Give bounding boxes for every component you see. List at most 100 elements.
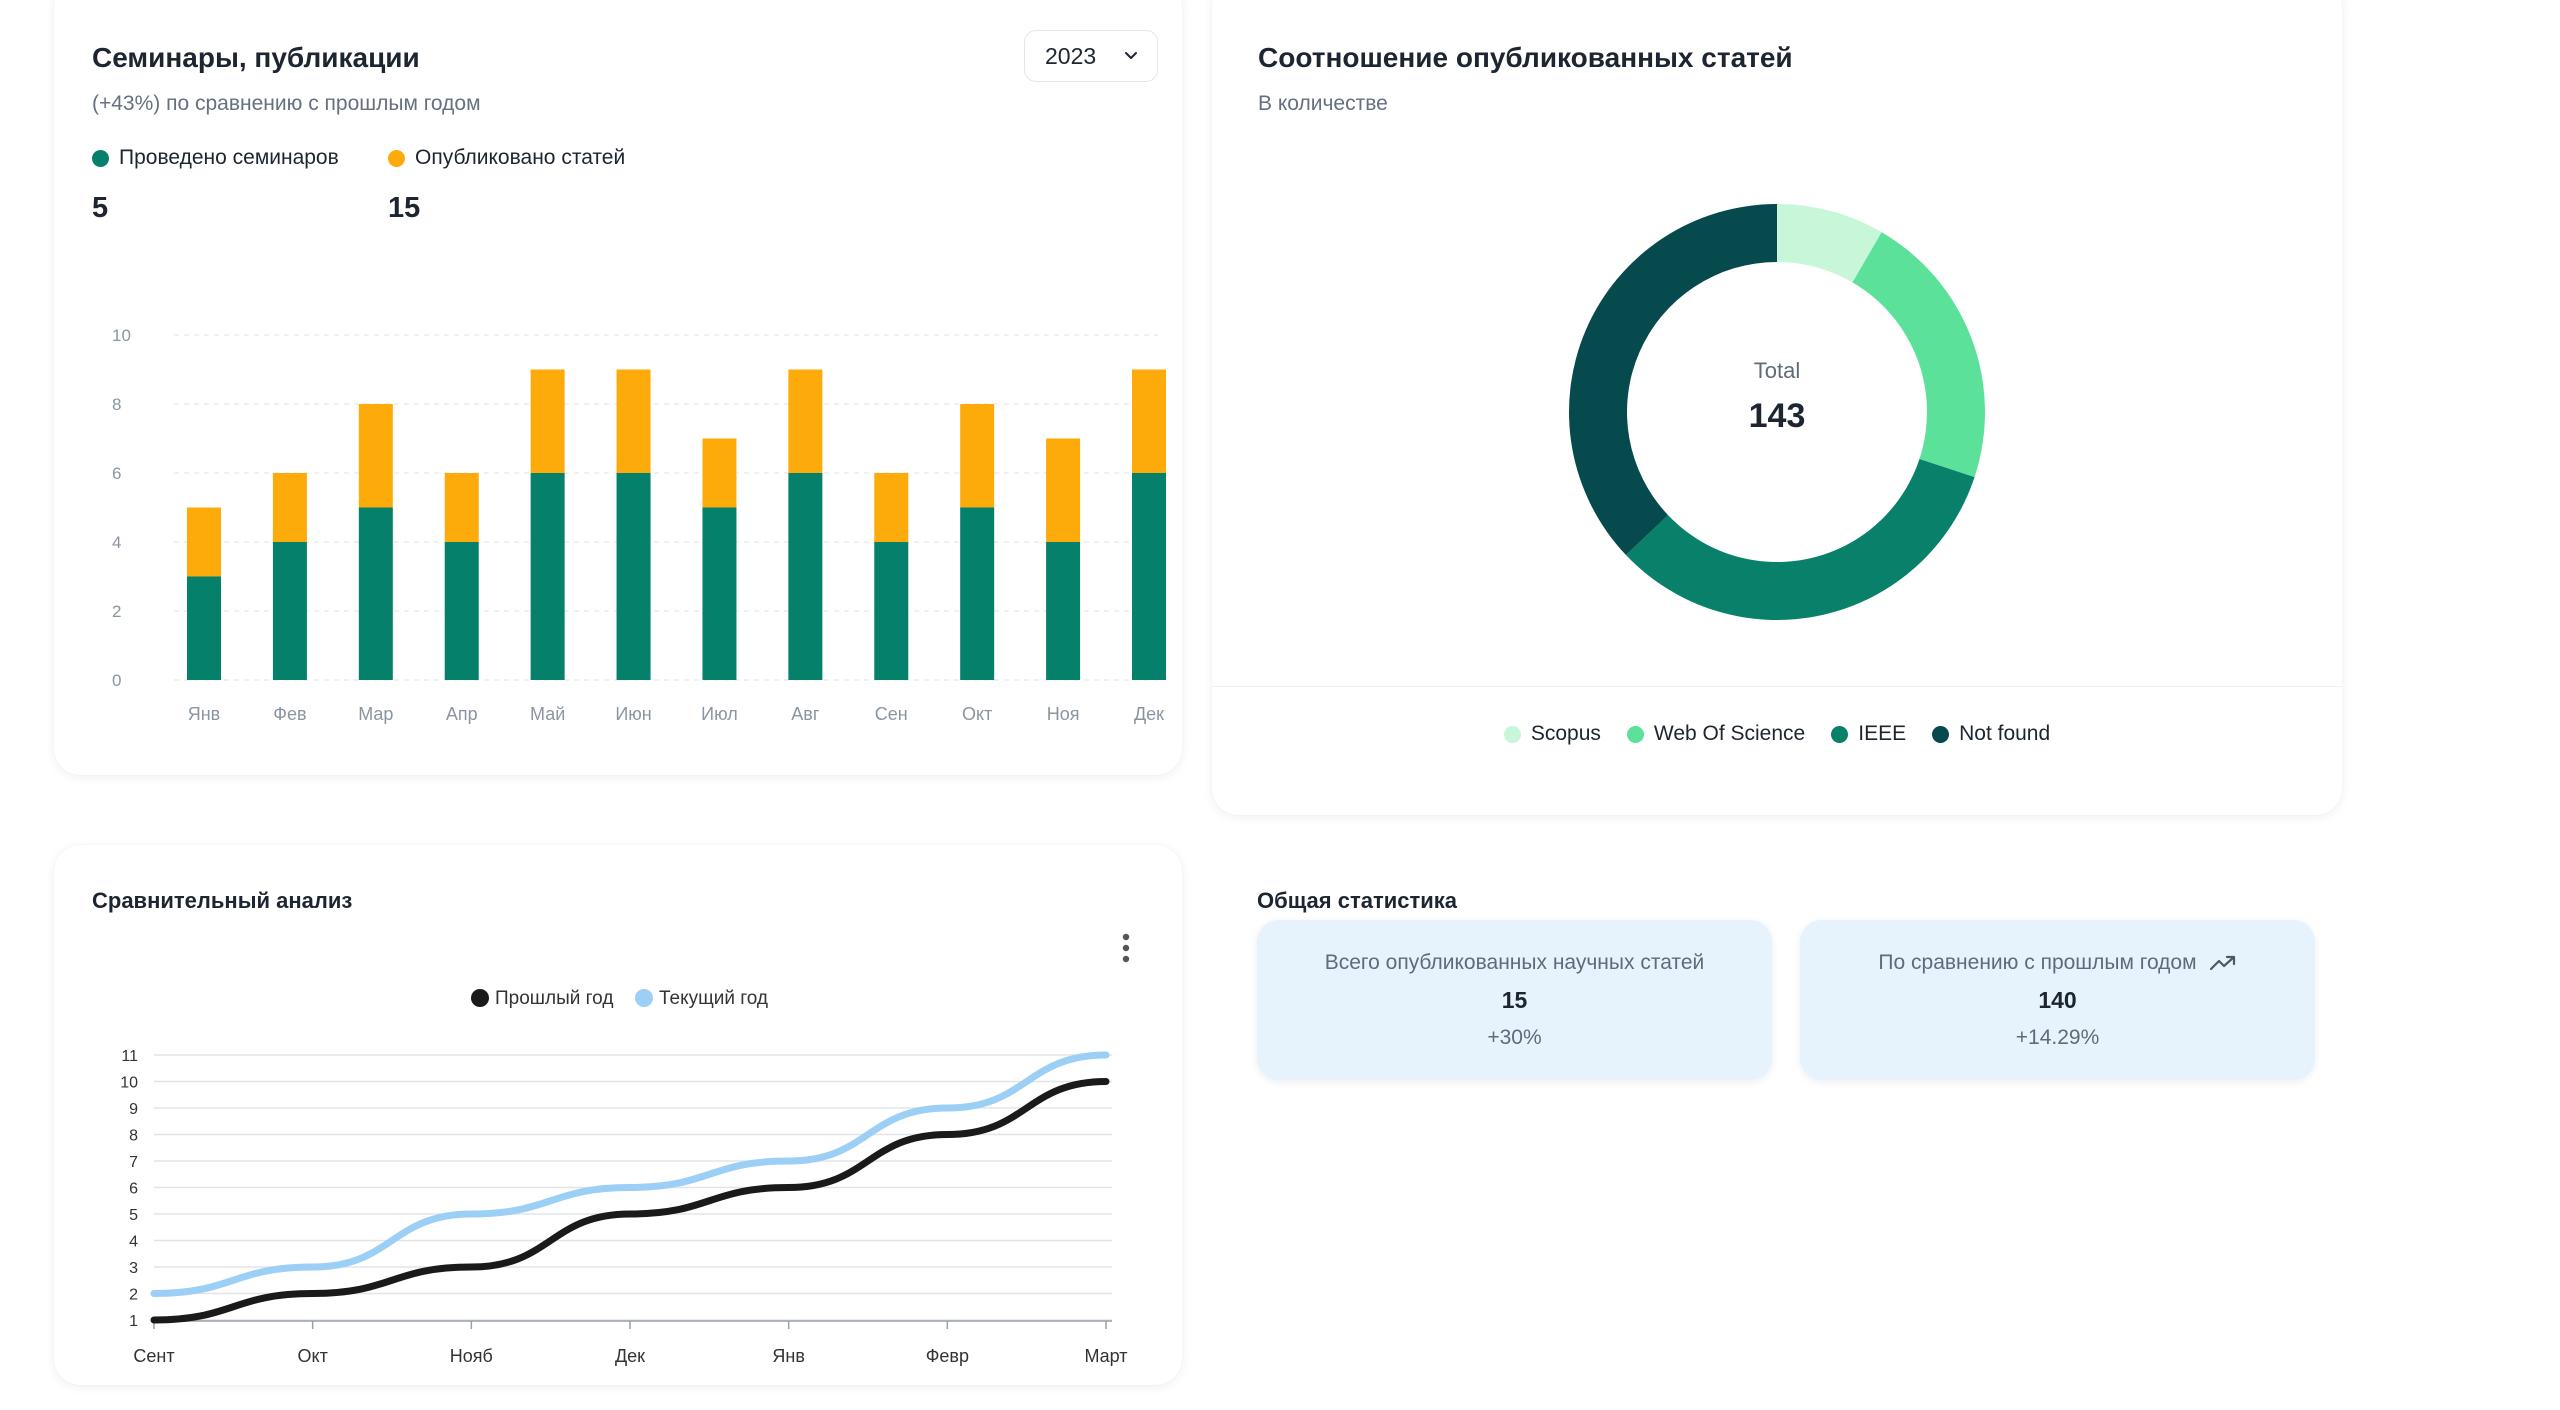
bar-card-subtitle: (+43%) по сравнению с прошлым годом	[92, 92, 481, 115]
line-legend: Прошлый год Текущий год	[471, 988, 768, 1009]
bar-xtick-label: Ноя	[1047, 704, 1080, 724]
donut-card-subtitle: В количестве	[1258, 92, 1388, 115]
line-card-title: Сравнительный анализ	[92, 888, 353, 913]
donut-legend-item: Scopus	[1503, 722, 1601, 746]
bar-xtick-label: Окт	[962, 704, 992, 724]
donut-legend-item: Web Of Science	[1626, 722, 1806, 746]
stat-compare-label-text: По сравнению с прошлым годом	[1878, 950, 2197, 974]
bar-articles	[358, 404, 393, 508]
bar-seminars	[187, 576, 221, 680]
bar-xtick-label: Июн	[615, 704, 651, 724]
legend-dot-current-year	[635, 989, 653, 1007]
trending-up-icon	[2209, 955, 2235, 970]
seminars-count: 5	[92, 192, 109, 224]
legend-articles-label: Опубликовано статей	[415, 146, 626, 169]
donut-legend: Scopus Web Of Science IEEE Not found	[1212, 722, 2342, 746]
bar-xtick-label: Июл	[701, 704, 738, 724]
donut-center-label: Total	[1754, 358, 1800, 383]
donut-legend-dot	[1503, 725, 1521, 743]
slice-web-of-science	[1852, 232, 1985, 478]
bar-articles	[1132, 369, 1166, 473]
bar-articles	[530, 369, 565, 473]
stat-total-delta: +30%	[1487, 1025, 1542, 1049]
donut-legend-label: Scopus	[1530, 722, 1601, 745]
legend-articles: Опубликовано статей	[388, 146, 625, 170]
kebab-menu-icon[interactable]	[1114, 930, 1138, 966]
line-ytick-label: 10	[120, 1075, 138, 1092]
chevron-down-icon	[1125, 52, 1137, 59]
line-xtick-label: Февр	[926, 1346, 969, 1366]
bar-ytick-label: 2	[112, 602, 121, 621]
bar-xtick-label: Дек	[1134, 704, 1164, 724]
line-chart: 1 2 3 4 5 6 7 8 9 10 11 Сент Окт Нояб Дек Янв Февр Март Пр…	[120, 988, 1127, 1366]
donut-legend-item: IEEE	[1831, 722, 1906, 746]
line-last-year	[150, 1078, 1110, 1324]
donut-legend-label: Web Of Science	[1653, 722, 1806, 745]
bar-ytick-label: 8	[112, 395, 121, 414]
year-select[interactable]: 2023	[1024, 30, 1158, 82]
legend-dot-last-year	[471, 989, 489, 1007]
bar-articles	[272, 473, 307, 542]
bar-xtick-label: Авг	[791, 704, 820, 724]
legend-current-year-label: Текущий год	[659, 988, 768, 1009]
bar-articles	[874, 473, 909, 542]
bar-xtick-label: Мар	[358, 704, 393, 724]
legend-last-year-label: Прошлый год	[495, 988, 613, 1009]
bar-seminars	[444, 542, 479, 680]
legend-seminars-label: Проведено семинаров	[119, 146, 339, 169]
stats-title: Общая статистика	[1257, 888, 1458, 913]
bar-xtick-label: Май	[530, 704, 565, 724]
donut-card-title: Соотношение опубликованных статей	[1258, 42, 1793, 73]
line-ytick-label: 11	[121, 1048, 138, 1065]
line-ytick-label: 4	[129, 1234, 138, 1251]
bar-articles	[1046, 438, 1081, 542]
bar-ytick-label: 4	[112, 533, 121, 552]
bar-articles	[788, 369, 823, 473]
line-xtick-label: Дек	[615, 1346, 645, 1366]
donut-legend-label: Not found	[1959, 722, 2051, 745]
donut-legend-dot	[1831, 725, 1849, 743]
legend-dot-articles	[388, 149, 405, 167]
stat-compare-delta: +14.29%	[2015, 1025, 2100, 1049]
line-xtick-label: Окт	[298, 1346, 328, 1366]
line-ytick-label: 3	[129, 1260, 138, 1277]
bar-seminars	[272, 542, 307, 680]
donut-divider	[1212, 686, 2342, 687]
stat-card-year-comparison: По сравнению с прошлым годом 140 +14.29%	[1800, 920, 2315, 1080]
bar-xtick-label: Фев	[273, 704, 306, 724]
slice-scopus	[1777, 204, 1882, 283]
bar-seminars	[1046, 542, 1081, 680]
line-xtick-label: Янв	[772, 1346, 805, 1366]
bar-xtick-label: Сен	[875, 704, 908, 724]
line-xtick-label: Нояб	[450, 1346, 493, 1366]
stat-card-total-articles: Всего опубликованных научных статей 15 +…	[1257, 920, 1772, 1080]
bar-seminars	[788, 473, 823, 680]
slice-not-found	[1569, 204, 1777, 555]
bar-ytick-label: 10	[112, 326, 131, 345]
line-ytick-label: 9	[129, 1101, 138, 1118]
articles-ratio-card: Соотношение опубликованных статей В коли…	[1212, 0, 2342, 815]
stat-total-label: Всего опубликованных научных статей	[1325, 951, 1704, 975]
articles-count: 15	[388, 192, 421, 224]
stat-total-value: 15	[1501, 986, 1528, 1013]
bar-articles	[444, 473, 479, 542]
bar-articles	[187, 507, 221, 577]
line-ytick-label: 1	[129, 1313, 138, 1330]
legend-dot-seminars	[92, 149, 109, 167]
year-select-value: 2023	[1045, 42, 1097, 69]
donut-legend-item: Not found	[1932, 722, 2050, 746]
bar-articles	[616, 369, 651, 473]
bar-seminars	[530, 473, 565, 680]
line-ytick-label: 2	[129, 1287, 138, 1304]
line-ytick-label: 6	[129, 1181, 138, 1198]
seminars-publications-card: Семинары, публикации (+43%) по сравнению…	[54, 0, 1182, 775]
bar-xtick-label: Апр	[446, 704, 478, 724]
bar-seminars	[702, 507, 737, 680]
stat-compare-label: По сравнению с прошлым годом	[1878, 951, 2236, 975]
line-ytick-label: 8	[129, 1128, 138, 1145]
bar-card-title: Семинары, публикации	[92, 42, 420, 73]
bar-ytick-label: 0	[112, 671, 121, 690]
bar-articles	[960, 404, 995, 508]
bar-seminars	[874, 542, 909, 680]
line-ytick-label: 7	[129, 1154, 138, 1171]
